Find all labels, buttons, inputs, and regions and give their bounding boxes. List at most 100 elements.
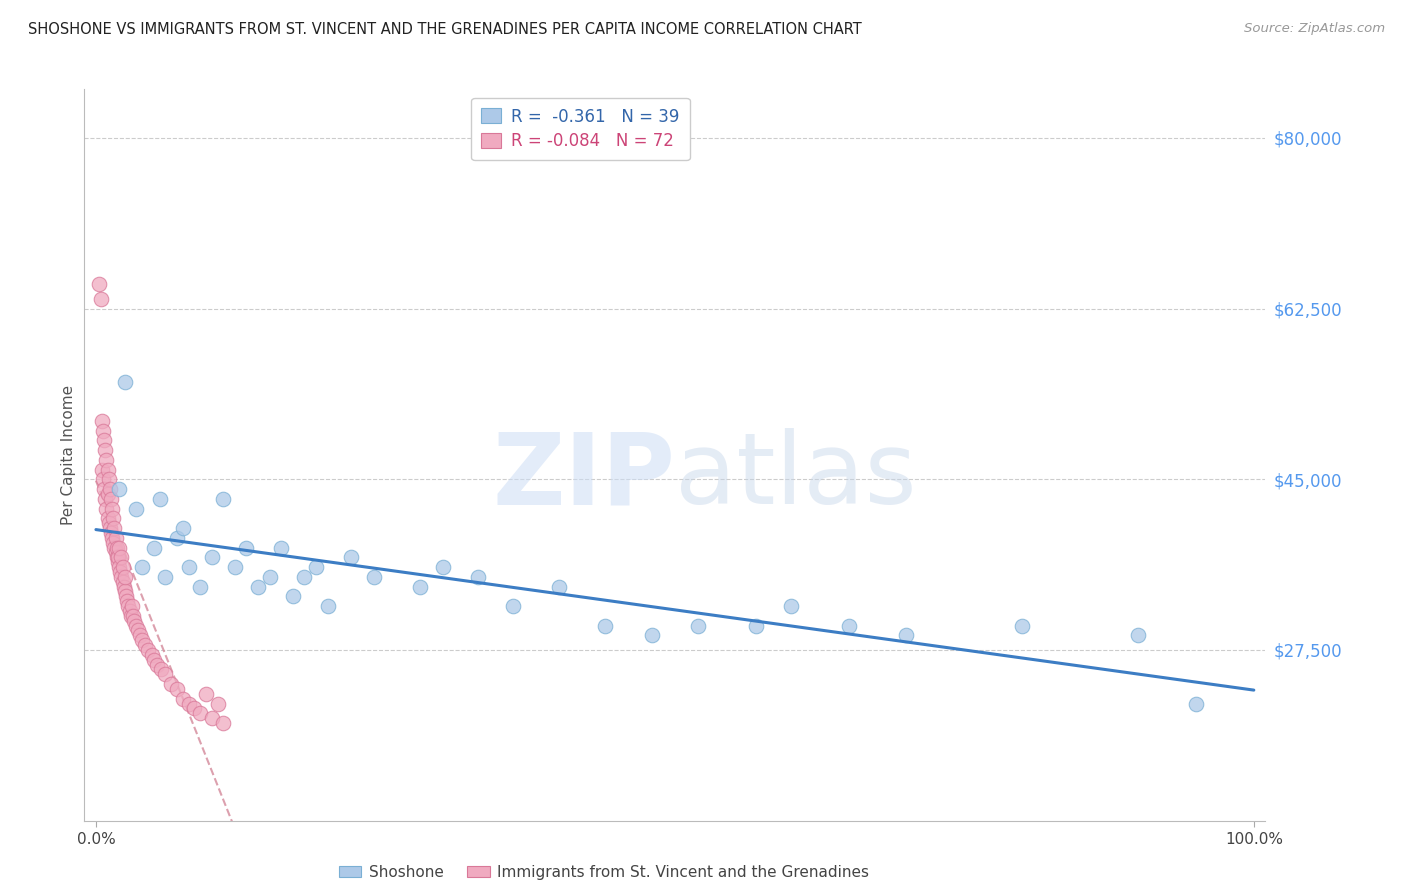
Point <box>103 511 125 525</box>
Point <box>90 462 112 476</box>
Point <box>247 580 270 594</box>
Point <box>96 452 118 467</box>
Point <box>110 550 132 565</box>
Point <box>129 628 152 642</box>
Point <box>155 570 177 584</box>
Point <box>108 560 131 574</box>
Point <box>316 599 339 613</box>
Point <box>125 501 148 516</box>
Text: atlas: atlas <box>675 428 917 525</box>
Point <box>101 531 124 545</box>
Point <box>94 443 117 458</box>
Point <box>108 482 131 496</box>
Point <box>141 648 163 662</box>
Point <box>838 618 860 632</box>
Text: SHOSHONE VS IMMIGRANTS FROM ST. VINCENT AND THE GRENADINES PER CAPITA INCOME COR: SHOSHONE VS IMMIGRANTS FROM ST. VINCENT … <box>28 22 862 37</box>
Point <box>745 618 768 632</box>
Point <box>91 472 114 486</box>
Point <box>779 599 801 613</box>
Point <box>94 491 117 506</box>
Point <box>201 550 224 565</box>
Point <box>110 570 132 584</box>
Point <box>188 706 211 721</box>
Point <box>188 580 211 594</box>
Point <box>305 560 328 574</box>
Point <box>224 560 246 574</box>
Point <box>172 691 194 706</box>
Point <box>201 711 224 725</box>
Point <box>131 633 153 648</box>
Point <box>110 565 132 579</box>
Point <box>105 550 128 565</box>
Point <box>177 697 200 711</box>
Point <box>122 608 145 623</box>
Point <box>172 521 194 535</box>
Point <box>89 277 111 292</box>
Point <box>136 643 159 657</box>
Point <box>97 516 120 531</box>
Point <box>118 604 141 618</box>
Point <box>467 570 489 584</box>
Point <box>100 491 122 506</box>
Point <box>1185 697 1208 711</box>
Point <box>108 541 131 555</box>
Point <box>98 482 121 496</box>
Point <box>142 653 165 667</box>
Point <box>93 434 115 448</box>
Legend: Shoshone, Immigrants from St. Vincent and the Grenadines: Shoshone, Immigrants from St. Vincent an… <box>332 859 876 886</box>
Point <box>107 550 129 565</box>
Point <box>96 462 118 476</box>
Point <box>1011 618 1033 632</box>
Point <box>103 541 125 555</box>
Point <box>183 701 205 715</box>
Point <box>114 584 136 599</box>
Point <box>96 511 118 525</box>
Point <box>111 574 134 589</box>
Point <box>142 541 165 555</box>
Point <box>212 716 235 731</box>
Point <box>155 667 177 681</box>
Point <box>160 677 183 691</box>
Point <box>409 580 432 594</box>
Point <box>115 594 138 608</box>
Point <box>101 501 124 516</box>
Point <box>502 599 524 613</box>
Point <box>91 424 114 438</box>
Point <box>97 472 120 486</box>
Point <box>107 555 129 569</box>
Y-axis label: Per Capita Income: Per Capita Income <box>60 384 76 525</box>
Point <box>112 580 135 594</box>
Point <box>134 638 156 652</box>
Point <box>177 560 200 574</box>
Point <box>105 541 128 555</box>
Point <box>641 628 664 642</box>
Point <box>1126 628 1149 642</box>
Point <box>686 618 709 632</box>
Point <box>90 292 112 306</box>
Point <box>120 608 142 623</box>
Point <box>104 531 127 545</box>
Point <box>103 535 125 549</box>
Point <box>212 491 235 506</box>
Point <box>98 521 121 535</box>
Point <box>93 482 115 496</box>
Point <box>595 618 617 632</box>
Point <box>117 599 139 613</box>
Point <box>432 560 454 574</box>
Point <box>259 570 281 584</box>
Point <box>194 687 217 701</box>
Point <box>149 663 172 677</box>
Point <box>235 541 257 555</box>
Point <box>104 545 127 559</box>
Text: ZIP: ZIP <box>492 428 675 525</box>
Point <box>896 628 918 642</box>
Point <box>292 570 315 584</box>
Point <box>131 560 153 574</box>
Point <box>207 697 229 711</box>
Text: Source: ZipAtlas.com: Source: ZipAtlas.com <box>1244 22 1385 36</box>
Point <box>100 525 122 540</box>
Point <box>96 487 118 501</box>
Point <box>548 580 571 594</box>
Point <box>114 570 136 584</box>
Point <box>115 590 138 604</box>
